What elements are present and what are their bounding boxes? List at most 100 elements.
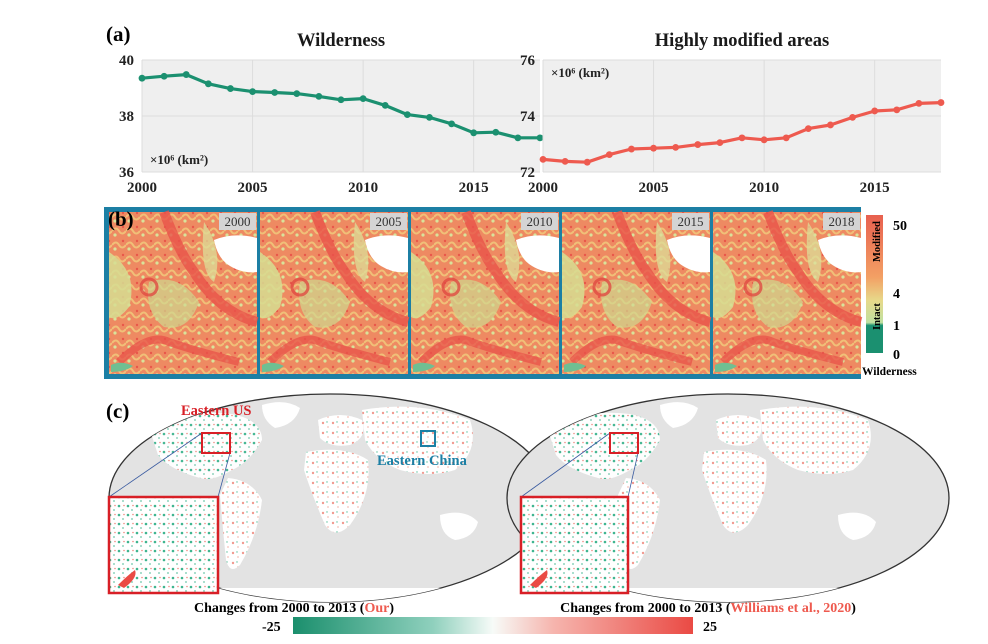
- data-point: [315, 93, 323, 100]
- data-point: [893, 106, 901, 114]
- chart-title: Wilderness: [297, 31, 385, 51]
- y-tick-label: 74: [520, 109, 536, 125]
- data-point: [539, 156, 547, 163]
- x-tick-label: 2000: [127, 180, 157, 196]
- x-tick-label: 2015: [459, 180, 489, 196]
- colorbar-c-min: -25: [262, 620, 281, 635]
- map-tile-2015: 2015: [562, 210, 712, 374]
- y-tick-label: 38: [119, 109, 134, 125]
- data-point: [448, 120, 455, 128]
- map-year-label: 2005: [376, 214, 402, 229]
- x-tick-label: 2005: [238, 180, 268, 196]
- data-point: [937, 99, 945, 106]
- legend-wilderness-label: Wilderness: [862, 366, 917, 378]
- data-point: [337, 96, 345, 104]
- data-point: [426, 114, 433, 121]
- inset-florida: [118, 570, 136, 588]
- panel-label-c: (c): [106, 399, 129, 423]
- unit-label: ×10⁶ (km²): [150, 152, 208, 167]
- data-point: [470, 129, 478, 137]
- asia-landmass: [362, 406, 473, 474]
- x-tick-label: 2005: [639, 180, 669, 196]
- x-tick-label: 2010: [348, 180, 378, 196]
- eastern-china-box: [420, 430, 436, 447]
- data-point: [760, 136, 768, 144]
- data-point: [492, 128, 500, 136]
- panel-label-b: (b): [108, 207, 134, 231]
- zoom-connector-top: [108, 432, 203, 498]
- world-map-williams: [506, 393, 950, 603]
- modified-areas-chart: 2000 2005 2010 2015 72 74 76 Highly modified ar…: [520, 31, 945, 196]
- map-year-label: 2010: [527, 214, 553, 229]
- legend-tick-50: 50: [893, 219, 907, 234]
- zoom-connector-bottom: [217, 452, 231, 498]
- data-point: [138, 74, 146, 82]
- data-point: [738, 134, 746, 142]
- wilderness-chart: 2000 2005 2010 2015 36 38 40 Wilderness ×10⁶ (km…: [119, 31, 544, 196]
- map-tile-2005: 2005: [260, 210, 410, 374]
- data-point: [359, 95, 367, 103]
- eastern-us-box-right: [609, 432, 639, 454]
- data-point: [293, 90, 301, 97]
- data-point: [650, 144, 657, 152]
- legend-intact-label: Intact: [872, 303, 883, 330]
- unit-label: ×10⁶ (km²): [551, 65, 609, 80]
- data-point: [182, 71, 190, 78]
- y-tick-label: 40: [119, 53, 134, 69]
- colorbar-c: [293, 617, 693, 634]
- label-eastern-us: Eastern US: [181, 403, 252, 419]
- map-strip: 2000 2005 2010 2015 2018: [109, 210, 863, 374]
- legend-tick-1: 1: [893, 319, 900, 334]
- y-tick-label: 72: [520, 165, 535, 181]
- data-point: [628, 145, 635, 153]
- map-year-label: 2015: [678, 214, 704, 229]
- data-point: [915, 100, 923, 107]
- colorbar-b: [866, 215, 883, 353]
- colorbar-c-max: 25: [703, 620, 717, 635]
- y-tick-label: 76: [520, 53, 536, 69]
- south-america-landmass: [220, 478, 262, 569]
- data-point: [672, 143, 680, 151]
- data-point: [561, 157, 569, 165]
- map-tile-2018: 2018: [713, 210, 863, 374]
- africa-landmass: [304, 449, 369, 533]
- data-point: [514, 134, 522, 142]
- data-point: [871, 107, 879, 115]
- world-map-our: [107, 393, 552, 603]
- data-point: [249, 88, 256, 96]
- data-point: [782, 134, 790, 142]
- x-tick-label: 2015: [860, 180, 890, 196]
- data-point: [227, 85, 234, 92]
- north-america-landmass: [150, 412, 262, 479]
- chart-title: Highly modified areas: [655, 31, 829, 51]
- label-eastern-china: Eastern China: [377, 453, 468, 469]
- x-tick-label: 2010: [749, 180, 779, 196]
- panel-label-a: (a): [106, 22, 131, 46]
- map-year-label: 2018: [829, 214, 855, 229]
- map-tile-2000: 2000: [109, 210, 259, 374]
- data-point: [694, 141, 702, 148]
- caption-left: Changes from 2000 to 2013 (Our): [194, 601, 394, 616]
- data-point: [204, 80, 212, 88]
- data-point: [536, 134, 544, 142]
- data-point: [605, 151, 613, 159]
- data-point: [583, 158, 591, 166]
- europe-landmass: [318, 415, 364, 446]
- legend-modified-label: Modified: [872, 221, 883, 262]
- map-tile-2010: 2010: [411, 210, 561, 374]
- legend-tick-0: 0: [893, 348, 900, 363]
- y-tick-label: 36: [119, 165, 135, 181]
- eastern-us-box: [201, 432, 231, 454]
- greenland-landmass: [262, 402, 300, 428]
- data-point: [160, 72, 168, 80]
- data-point: [381, 101, 389, 109]
- x-tick-label: 2000: [528, 180, 558, 196]
- data-point: [403, 111, 411, 118]
- caption-right: Changes from 2000 to 2013 (Williams et a…: [560, 601, 856, 616]
- data-point: [827, 121, 834, 129]
- map-year-label: 2000: [225, 214, 251, 229]
- legend-tick-4: 4: [893, 287, 900, 302]
- data-point: [271, 89, 279, 96]
- australia-landmass: [440, 512, 478, 540]
